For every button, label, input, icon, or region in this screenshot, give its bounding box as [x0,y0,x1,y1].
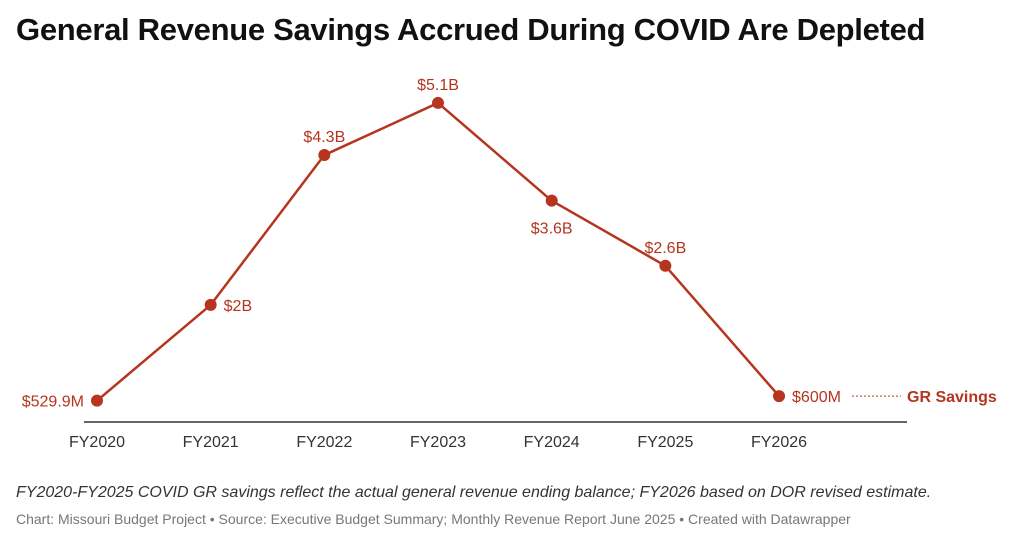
data-label: $5.1B [417,77,459,94]
credit-separator: • [675,511,689,527]
data-label: $600M [792,389,841,406]
x-tick-label: FY2020 [69,434,125,451]
data-label: $4.3B [303,129,345,146]
data-point [659,259,672,272]
chart-note: FY2020-FY2025 COVID GR savings reflect t… [16,484,932,501]
chart-title: General Revenue Savings Accrued During C… [16,12,926,47]
data-label: $2.6B [644,240,686,257]
data-label: $3.6B [531,221,573,238]
x-tick-label: FY2024 [524,434,580,451]
credit-created-with: Created with Datawrapper [688,511,851,527]
series-group: $529.9M $2B $4.3B $5.1B $3.6B $2.6B $600M [22,77,841,411]
credit-chart-by: Chart: Missouri Budget Project [16,511,206,527]
x-tick-label: FY2025 [637,434,693,451]
data-point [432,96,445,109]
data-point [545,194,558,207]
x-axis-ticks: FY2020 FY2021 FY2022 FY2023 FY2024 FY2025 FY20… [69,434,807,451]
x-tick-label: FY2021 [183,434,239,451]
data-point [773,390,786,403]
data-point [318,149,331,162]
data-point [91,394,103,407]
inline-legend: GR Savings [852,389,997,406]
x-tick-label: FY2023 [410,434,466,451]
credit-separator: • [205,511,219,527]
x-tick-label: FY2026 [751,434,807,451]
x-tick-label: FY2022 [296,434,352,451]
chart-credit: Chart: Missouri Budget Project • Source:… [16,511,851,527]
data-label: $2B [224,298,252,315]
credit-source: Source: Executive Budget Summary; Monthl… [218,511,676,527]
data-point [204,298,217,311]
data-label: $529.9M [22,394,84,411]
series-legend-label: GR Savings [907,389,997,406]
